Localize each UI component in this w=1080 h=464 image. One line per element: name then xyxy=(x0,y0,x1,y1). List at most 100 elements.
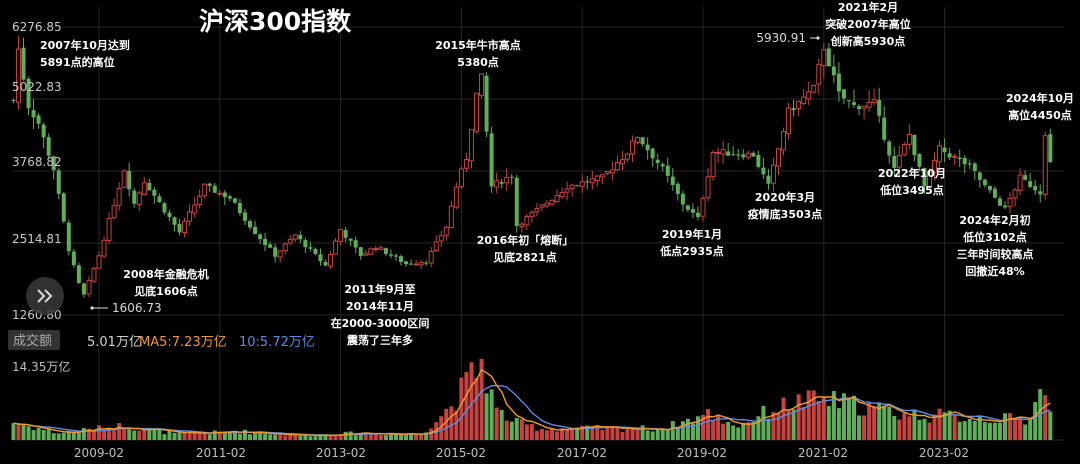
volume-bar xyxy=(273,434,278,440)
volume-bar xyxy=(207,434,212,440)
candle-body xyxy=(36,115,41,124)
candle-body xyxy=(298,234,303,240)
candle-body xyxy=(927,170,933,188)
candle-body xyxy=(811,84,817,93)
high-marker-dot xyxy=(816,36,820,40)
candle-body xyxy=(141,182,147,195)
candle-body xyxy=(579,181,585,187)
candle-body xyxy=(136,192,142,205)
volume-bar xyxy=(192,432,197,440)
volume-bar xyxy=(897,419,902,440)
volume-bar xyxy=(655,428,660,440)
volume-bar xyxy=(877,402,882,440)
volume-bar xyxy=(917,419,922,440)
candle-body xyxy=(882,117,887,140)
volume-tab-bg[interactable] xyxy=(8,330,60,350)
volume-bar xyxy=(444,408,449,440)
annotation: 2011年9月至 2014年11月在2000-3000区间震荡了三年多 xyxy=(331,282,430,347)
candle-body xyxy=(770,164,776,184)
volume-bar xyxy=(841,393,846,440)
candle-body xyxy=(428,250,434,264)
candle-body xyxy=(308,247,313,249)
volume-bar xyxy=(474,377,479,440)
volume-bar xyxy=(625,428,630,440)
volume-bar xyxy=(162,434,167,440)
candle-body xyxy=(861,105,867,109)
volume-bar xyxy=(635,429,640,440)
candle-body xyxy=(675,183,680,195)
candle-body xyxy=(287,238,293,244)
candle-body xyxy=(554,194,560,202)
candle-body xyxy=(640,137,645,145)
volume-bar xyxy=(711,420,716,440)
volume-bar xyxy=(887,406,892,440)
candle-body xyxy=(318,254,323,262)
candle-body xyxy=(952,155,958,158)
candle-body xyxy=(715,151,721,154)
volume-bar xyxy=(867,402,872,440)
volume-bar xyxy=(1028,417,1033,440)
volume-bar xyxy=(439,416,444,440)
candle-body xyxy=(258,234,263,240)
volume-bar xyxy=(952,414,957,440)
candle-body xyxy=(484,75,489,132)
volume-bar xyxy=(821,396,826,440)
candle-body xyxy=(197,195,203,205)
volume-bar xyxy=(353,435,358,440)
volume-bar xyxy=(610,426,615,440)
annotation: 2016年初「熔断」见底2821点 xyxy=(477,233,574,264)
volume-bar xyxy=(580,425,585,440)
volume-bar xyxy=(962,421,967,440)
expand-button[interactable] xyxy=(26,277,64,315)
candle-body xyxy=(776,148,782,167)
volume-bar xyxy=(36,428,41,440)
volume-bar xyxy=(373,433,378,440)
candle-body xyxy=(650,148,655,159)
candle-body xyxy=(448,205,454,229)
volume-bar xyxy=(600,429,605,440)
candle-body xyxy=(479,73,485,96)
x-tick-label: 2009-02 xyxy=(74,446,124,460)
candle-body xyxy=(539,204,545,208)
candle-body xyxy=(378,247,384,250)
candle-body xyxy=(433,241,439,252)
candle-body xyxy=(458,168,464,188)
candle-body xyxy=(66,222,71,252)
candle-body xyxy=(987,185,992,191)
candle-body xyxy=(468,128,474,162)
volume-bar xyxy=(791,409,796,440)
volume-tab[interactable]: 成交额 xyxy=(13,333,52,349)
volume-bar xyxy=(605,426,610,440)
candle-body xyxy=(177,223,182,233)
candle-body xyxy=(338,229,344,242)
candle-body xyxy=(741,154,746,158)
volume-ma10-label: 10:5.72万亿 xyxy=(239,335,315,350)
volume-bar xyxy=(645,430,650,440)
candle-body xyxy=(857,106,862,109)
volume-bar xyxy=(630,429,635,440)
candle-body xyxy=(655,159,660,164)
candle-body xyxy=(399,256,404,263)
volume-bar xyxy=(766,418,771,440)
volume-bar xyxy=(882,405,887,440)
candle-body xyxy=(222,192,227,198)
volume-bar xyxy=(71,431,76,440)
annotation: 2021年2月突破2007年高位创新高5930点 xyxy=(825,0,911,48)
candle-body xyxy=(353,240,358,248)
candle-body xyxy=(589,178,595,184)
volume-bar xyxy=(429,428,434,440)
volume-bar xyxy=(343,431,348,440)
volume-bar xyxy=(927,422,932,440)
volume-bar xyxy=(107,427,112,440)
volume-bar xyxy=(76,432,81,440)
volume-bar xyxy=(706,408,711,440)
volume-bar xyxy=(670,421,675,440)
volume-bar xyxy=(977,416,982,440)
volume-bar xyxy=(91,430,96,440)
candle-body xyxy=(1023,175,1028,180)
volume-bar xyxy=(499,409,504,440)
volume-bar xyxy=(51,433,56,440)
candle-body xyxy=(91,267,97,282)
candle-body xyxy=(901,143,907,156)
candle-body xyxy=(111,205,117,219)
